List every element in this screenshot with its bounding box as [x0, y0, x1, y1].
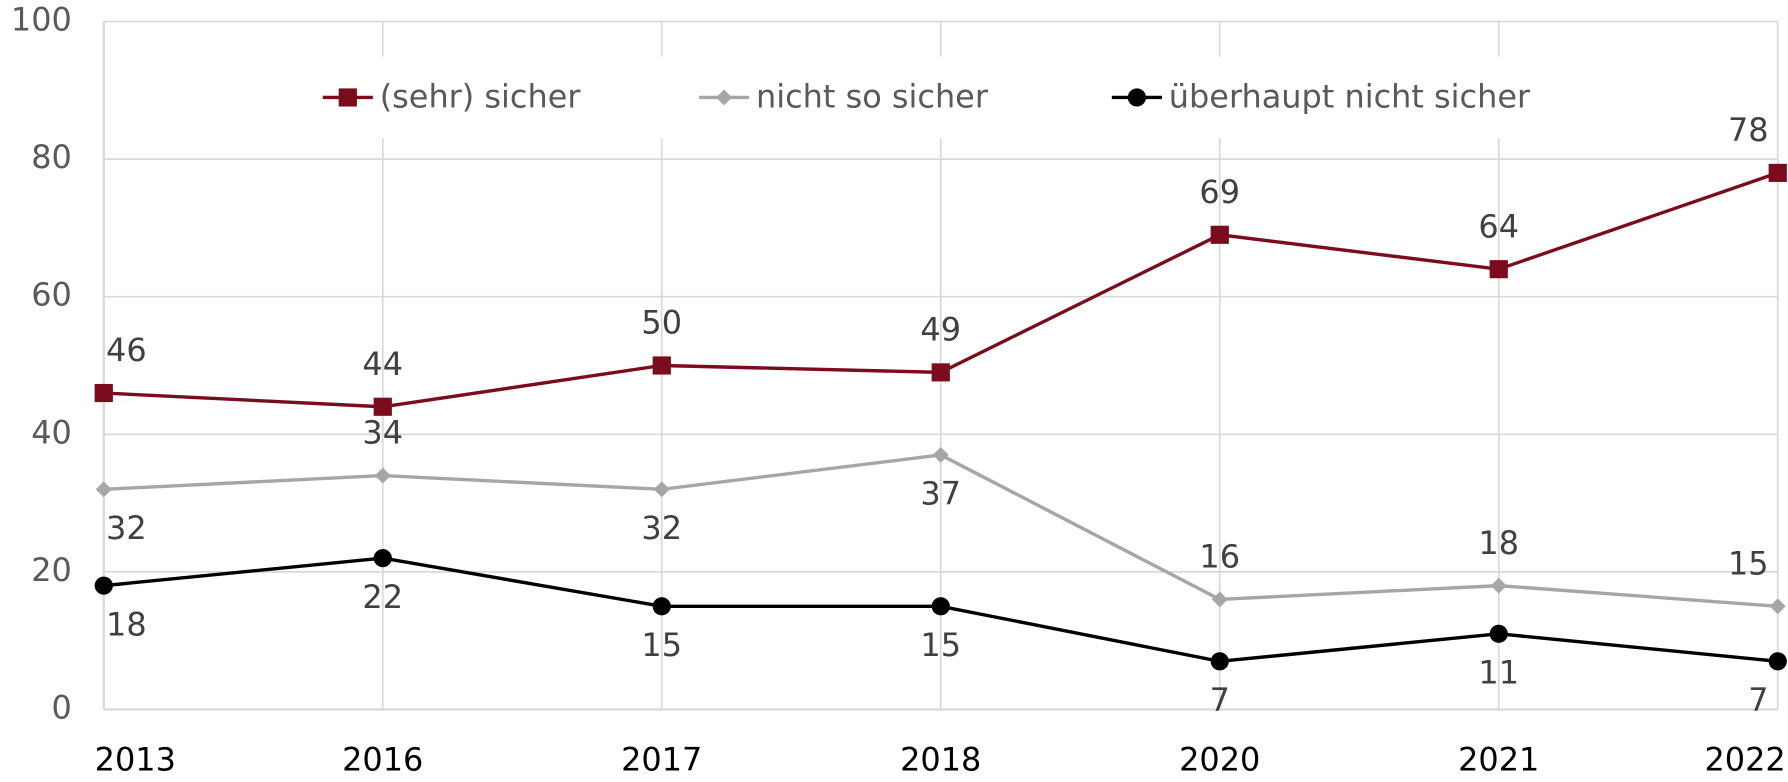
marker [95, 481, 112, 498]
data-label: 44 [362, 345, 403, 383]
y-tick-label: 80 [31, 138, 72, 176]
data-label: 7 [1748, 681, 1768, 719]
marker [338, 88, 357, 107]
marker [1768, 163, 1787, 182]
data-label: 64 [1478, 207, 1519, 245]
x-tick-label: 2017 [621, 741, 702, 779]
x-tick-label: 2021 [1458, 741, 1539, 779]
data-label: 34 [362, 414, 403, 452]
legend-label: nicht so sicher [756, 78, 989, 116]
marker [1768, 652, 1787, 671]
marker [1210, 225, 1229, 244]
x-tick-label: 2022 [1704, 741, 1785, 779]
marker [373, 549, 392, 568]
marker [94, 576, 113, 595]
data-label: 11 [1478, 654, 1519, 692]
data-label: 78 [1728, 111, 1769, 149]
data-label: 22 [362, 578, 403, 616]
marker [1769, 598, 1786, 615]
marker [716, 89, 733, 106]
marker [653, 481, 670, 498]
data-label: 18 [1478, 524, 1519, 562]
data-label: 32 [106, 509, 147, 547]
data-label: 15 [1728, 545, 1769, 583]
data-label: 32 [641, 509, 682, 547]
data-label: 49 [920, 311, 961, 349]
marker [94, 383, 113, 403]
marker [1489, 624, 1508, 643]
marker [374, 467, 391, 484]
data-label: 15 [920, 626, 961, 664]
data-label: 15 [641, 626, 682, 664]
marker [931, 363, 950, 382]
y-tick-label: 40 [31, 413, 72, 451]
y-tick-label: 20 [31, 551, 72, 589]
x-tick-label: 2016 [342, 741, 423, 779]
marker [373, 397, 392, 416]
x-tick-label: 2013 [95, 741, 176, 779]
legend-label: überhaupt nicht sicher [1169, 78, 1531, 116]
marker [931, 597, 950, 616]
data-label: 7 [1210, 681, 1230, 719]
marker [1210, 652, 1229, 671]
legend-background [307, 56, 1551, 139]
y-tick-label: 0 [52, 689, 72, 727]
marker [1489, 260, 1508, 279]
marker [1127, 88, 1147, 107]
marker [1211, 591, 1228, 608]
x-tick-label: 2018 [900, 741, 981, 779]
data-label: 46 [106, 331, 147, 369]
data-label: 37 [920, 475, 961, 513]
marker [652, 597, 671, 616]
marker [652, 356, 671, 375]
legend-label: (sehr) sicher [380, 78, 582, 116]
marker [932, 446, 949, 463]
data-label: 50 [641, 304, 682, 342]
data-label: 16 [1199, 538, 1240, 576]
x-tick-label: 2020 [1179, 741, 1260, 779]
y-tick-label: 60 [31, 276, 72, 314]
data-label: 18 [106, 606, 147, 644]
y-tick-label: 100 [11, 1, 72, 39]
data-label: 69 [1199, 173, 1240, 211]
marker [1490, 577, 1507, 594]
